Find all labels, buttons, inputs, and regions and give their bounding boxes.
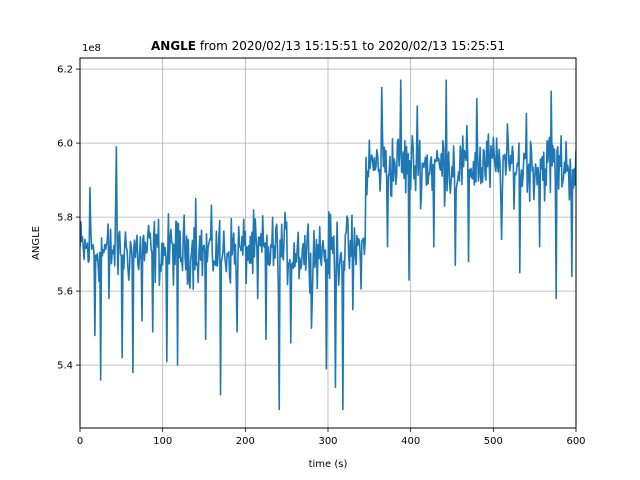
y-tick-label: 6.0 [57,139,73,150]
chart-title-bold: ANGLE [151,39,196,53]
y-axis: 5.4 5.6 5.8 6.0 6.2 [57,65,80,372]
x-tick-label: 600 [566,436,585,447]
x-axis: 0 100 200 300 400 500 600 [77,428,586,447]
x-tick-label: 300 [318,436,337,447]
y-tick-label: 5.6 [57,287,73,298]
y-offset-label: 1e8 [82,43,101,54]
y-axis-label: ANGLE [31,226,42,260]
series-layer [80,79,576,411]
x-tick-label: 100 [153,436,172,447]
x-tick-label: 500 [484,436,503,447]
series-line [80,79,576,411]
x-tick-label: 200 [236,436,255,447]
chart-title-rest: from 2020/02/13 15:15:51 to 2020/02/13 1… [196,39,505,53]
y-tick-label: 5.4 [57,361,73,372]
x-axis-label: time (s) [309,459,348,470]
chart-title: ANGLE from 2020/02/13 15:15:51 to 2020/0… [151,39,505,53]
y-tick-label: 5.8 [57,213,73,224]
y-tick-label: 6.2 [57,65,73,76]
x-tick-label: 0 [77,436,83,447]
x-tick-label: 400 [401,436,420,447]
